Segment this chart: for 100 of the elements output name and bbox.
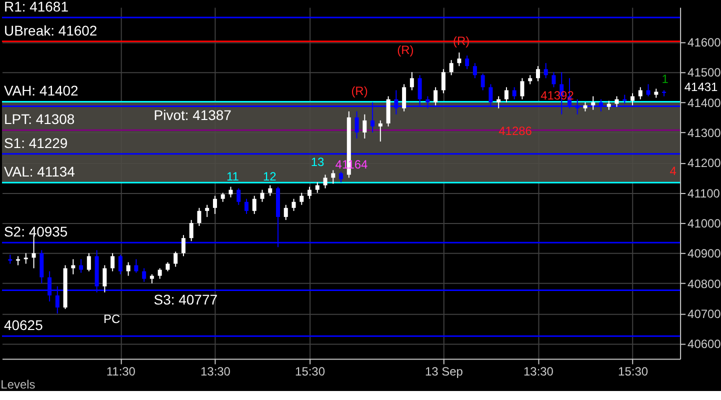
candlestick [472, 62, 477, 79]
ref-line-label: 40625 [4, 317, 44, 334]
candlestick [134, 258, 138, 274]
candlestick [410, 72, 414, 91]
candlestick [150, 274, 154, 284]
candlestick [24, 252, 28, 264]
candlestick [441, 68, 446, 94]
candlestick [614, 96, 619, 108]
candlestick [552, 72, 556, 88]
ref-line-label: VAL: 41134 [4, 164, 76, 180]
candlestick [362, 114, 367, 140]
candlestick [71, 258, 76, 275]
y-tick-label: 41600 [688, 35, 721, 50]
candlestick [480, 73, 485, 91]
candlestick [174, 251, 178, 268]
candlestick [212, 195, 217, 214]
candlestick [465, 55, 470, 70]
candlestick [79, 258, 84, 274]
candlestick [8, 254, 12, 264]
ref-line-label: UBreak: 41602 [4, 22, 98, 38]
x-tick-label: 13:30 [200, 364, 231, 378]
ref-line-label: S1: 41229 [4, 134, 68, 151]
candlestick [252, 195, 256, 214]
candlestick [496, 96, 501, 109]
annotation: 1 [662, 72, 669, 86]
candlestick [292, 198, 296, 212]
x-tick-label: 13 Sep [424, 364, 464, 378]
candlestick [158, 268, 162, 280]
candlestick [457, 52, 462, 67]
candlestick [646, 84, 650, 97]
ref-line-label: Pivot: 41387 [154, 107, 232, 124]
annotation: 13 [310, 155, 325, 170]
text: Levels [0, 378, 36, 392]
candlestick [591, 96, 596, 110]
x-tick-label: 13:30 [524, 364, 554, 378]
y-tick-label: 41200 [688, 156, 721, 170]
y-tick-label: 40800 [688, 276, 721, 291]
candlestick [402, 84, 406, 112]
candlestick [339, 171, 344, 183]
ref-line-label: S3: 40777 [154, 291, 218, 308]
y-tick-label: 41400 [688, 96, 721, 110]
candlestick [654, 88, 658, 98]
candlestick [378, 120, 382, 142]
ref-line-label: R1: 41681 [4, 0, 69, 15]
candlestick [308, 186, 312, 200]
candlestick [197, 207, 202, 227]
candlestick [16, 256, 20, 266]
annotation: 12 [262, 169, 277, 184]
ref-line-label: VAH: 41402 [4, 82, 79, 99]
candlestick [102, 264, 107, 293]
candlestick [512, 86, 516, 100]
annotation: 11 [226, 169, 240, 184]
ref-line-label: S2: 40935 [4, 224, 68, 240]
candlestick [220, 192, 225, 202]
text: 41431 [684, 80, 718, 94]
candlestick [268, 184, 272, 196]
candlestick [544, 62, 548, 79]
annotation: PC [104, 312, 121, 326]
candlestick [260, 189, 264, 202]
y-tick-label: 41500 [688, 66, 721, 80]
candlestick [86, 252, 91, 272]
annotation: (R) [351, 84, 368, 98]
candlestick [331, 170, 336, 184]
candlestick [166, 262, 170, 272]
candlestick [244, 198, 248, 214]
candlestick [520, 78, 524, 100]
candlestick [110, 252, 115, 272]
y-tick-label: 40700 [688, 307, 721, 322]
candlestick [228, 186, 233, 198]
candlestick [300, 192, 304, 206]
y-tick-label: 41000 [688, 216, 721, 230]
candlestick [638, 86, 642, 100]
candlestick [449, 60, 454, 76]
y-tick-label: 40900 [688, 246, 721, 261]
annotation: 41286 [498, 124, 532, 138]
x-tick-label: 11:30 [106, 364, 136, 378]
candlestick [118, 254, 122, 275]
y-tick-label: 40600 [688, 337, 721, 352]
y-tick-label: 41100 [688, 186, 720, 200]
candlestick [189, 219, 194, 242]
candlestick [354, 110, 359, 140]
annotation: 4 [670, 164, 677, 178]
candlestick [630, 92, 635, 106]
candlestick [606, 100, 611, 110]
candlestick [126, 262, 130, 276]
candlestick [536, 66, 540, 82]
candlestick [504, 86, 508, 103]
candlestick [236, 188, 241, 206]
candlestick [323, 174, 328, 189]
candlestick [181, 234, 186, 257]
x-tick-label: 15:30 [295, 364, 326, 378]
candlestick [205, 204, 210, 218]
y-tick-label: 41300 [688, 126, 721, 140]
candlestick [142, 268, 146, 282]
candlestick [434, 86, 438, 106]
x-tick-label: 15:30 [618, 364, 648, 378]
annotation: (R) [397, 43, 414, 58]
candlestick [284, 204, 288, 220]
ref-line-label: LPT: 41308 [4, 111, 75, 128]
candlestick [315, 182, 320, 194]
